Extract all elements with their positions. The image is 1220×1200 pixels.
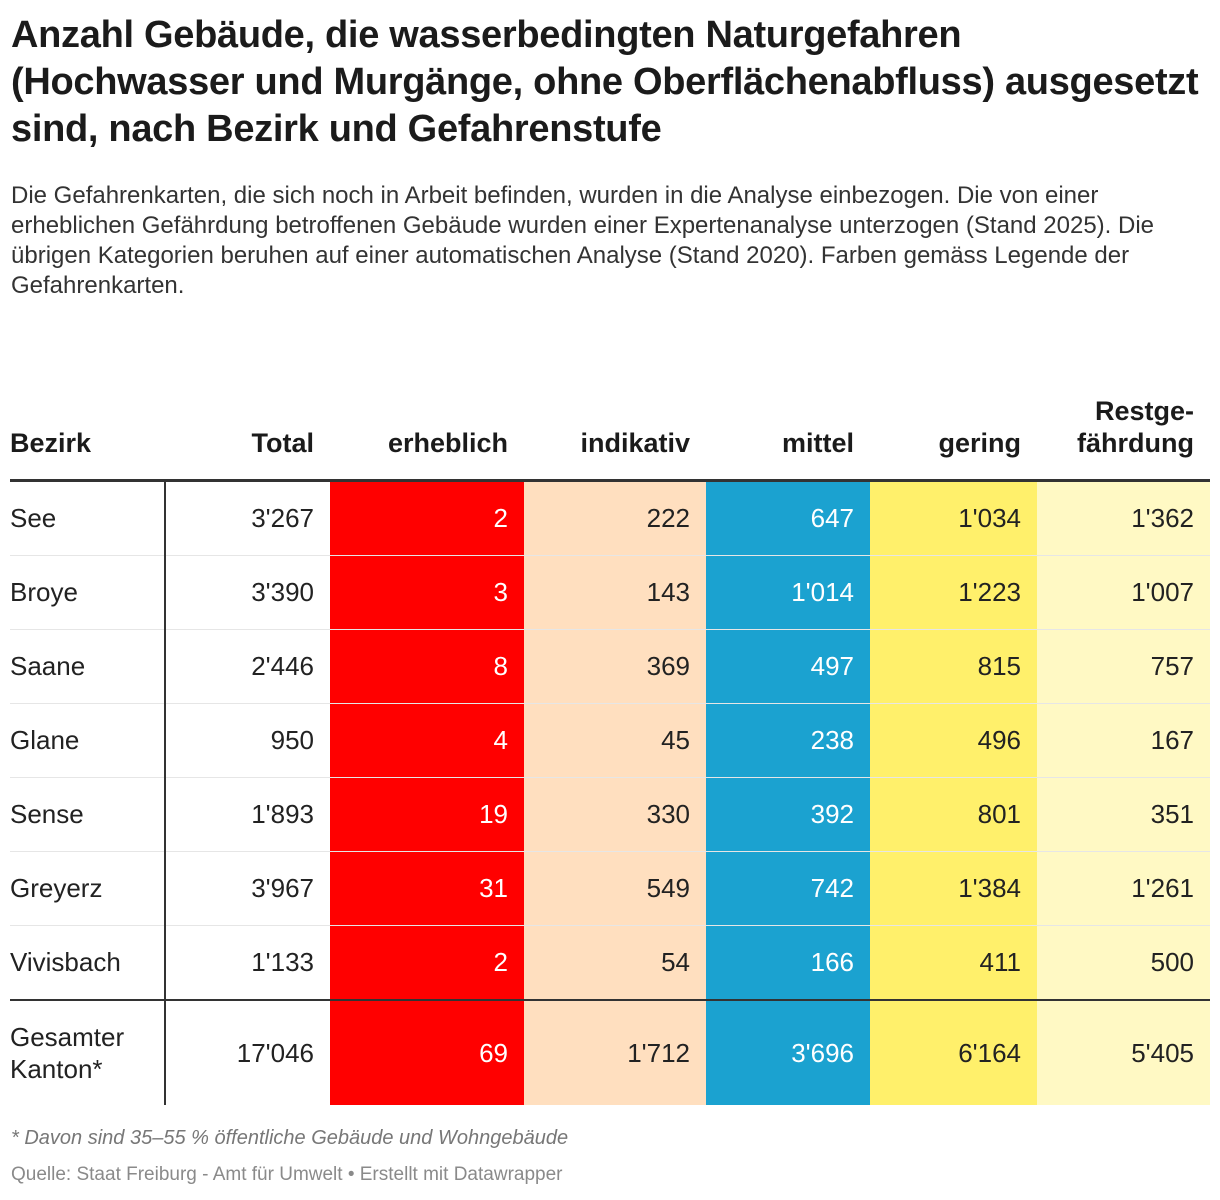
- cell-erheblich: 31: [330, 851, 524, 926]
- cell-bezirk: Glane: [10, 703, 166, 778]
- cell-restgefaehrdung: 5'405: [1037, 1000, 1210, 1105]
- cell-gering: 1'384: [870, 851, 1037, 926]
- cell-gering: 6'164: [870, 1000, 1037, 1105]
- cell-erheblich: 2: [330, 480, 524, 556]
- column-header-erheblich[interactable]: erheblich: [387, 428, 508, 458]
- column-header-mittel[interactable]: mittel: [781, 428, 854, 458]
- column-header-total[interactable]: Total: [251, 428, 315, 458]
- cell-bezirk: Greyerz: [10, 851, 166, 926]
- cell-total: 1'133: [165, 925, 330, 1001]
- cell-indikativ: 45: [524, 703, 706, 778]
- cell-erheblich: 4: [330, 703, 524, 778]
- cell-gering: 496: [870, 703, 1037, 778]
- column-header-restgefaehrdung[interactable]: Restge- fährdung: [1037, 372, 1210, 481]
- cell-indikativ: 330: [524, 777, 706, 852]
- cell-gering: 815: [870, 629, 1037, 704]
- cell-total: 2'446: [165, 629, 330, 704]
- cell-indikativ: 549: [524, 851, 706, 926]
- cell-bezirk: Sense: [10, 777, 166, 852]
- table-row: Broye 3'390 3 143 1'014 1'223 1'007: [10, 555, 1210, 630]
- cell-mittel: 392: [706, 777, 870, 852]
- cell-mittel: 238: [706, 703, 870, 778]
- cell-bezirk: Saane: [10, 629, 166, 704]
- column-header-gering[interactable]: gering: [938, 428, 1021, 458]
- cell-total: 3'967: [165, 851, 330, 926]
- cell-restgefaehrdung: 1'362: [1037, 480, 1210, 556]
- cell-gering: 1'223: [870, 555, 1037, 630]
- cell-erheblich: 2: [330, 925, 524, 1001]
- cell-gering: 411: [870, 925, 1037, 1001]
- cell-total: 3'390: [165, 555, 330, 630]
- cell-total: 3'267: [165, 480, 330, 556]
- table-row: Glane 950 4 45 238 496 167: [10, 703, 1210, 778]
- chart-subtitle: Die Gefahrenkarten, die sich noch in Arb…: [11, 182, 1155, 299]
- chart-title: Anzahl Gebäude, die wasserbedingten Natu…: [11, 14, 1199, 150]
- cell-indikativ: 1'712: [524, 1000, 706, 1105]
- table-row: Saane 2'446 8 369 497 815 757: [10, 629, 1210, 704]
- cell-bezirk: Gesamter Kanton*: [10, 1000, 166, 1105]
- table-row: Sense 1'893 19 330 392 801 351: [10, 777, 1210, 852]
- table-row: See 3'267 2 222 647 1'034 1'362: [10, 480, 1210, 556]
- table-header-row: Bezirk Total erheblich indikativ mittel …: [10, 372, 1210, 481]
- cell-erheblich: 8: [330, 629, 524, 704]
- cell-restgefaehrdung: 500: [1037, 925, 1210, 1001]
- cell-total: 1'893: [165, 777, 330, 852]
- cell-total: 950: [165, 703, 330, 778]
- cell-restgefaehrdung: 757: [1037, 629, 1210, 704]
- table-row: Greyerz 3'967 31 549 742 1'384 1'261: [10, 851, 1210, 926]
- cell-indikativ: 369: [524, 629, 706, 704]
- cell-gering: 1'034: [870, 480, 1037, 556]
- source-credit: Quelle: Staat Freiburg - Amt für Umwelt …: [11, 1164, 563, 1185]
- data-table: Bezirk Total erheblich indikativ mittel …: [10, 372, 1210, 1105]
- cell-restgefaehrdung: 351: [1037, 777, 1210, 852]
- cell-restgefaehrdung: 1'007: [1037, 555, 1210, 630]
- cell-mittel: 647: [706, 480, 870, 556]
- cell-mittel: 1'014: [706, 555, 870, 630]
- table-row: Vivisbach 1'133 2 54 166 411 500: [10, 925, 1210, 1001]
- cell-mittel: 166: [706, 925, 870, 1001]
- cell-bezirk: See: [10, 480, 166, 556]
- cell-bezirk: Vivisbach: [10, 925, 166, 1001]
- cell-indikativ: 54: [524, 925, 706, 1001]
- cell-bezirk: Broye: [10, 555, 166, 630]
- cell-total: 17'046: [236, 1038, 314, 1068]
- table-row: Gesamter Kanton* 17'046 69 1'712 3'696 6'164 5…: [10, 1000, 1210, 1105]
- column-header-bezirk[interactable]: Bezirk: [10, 428, 92, 458]
- column-header-restgefaehrdung-label: Restge- fährdung: [1077, 396, 1194, 458]
- cell-restgefaehrdung: 167: [1037, 703, 1210, 778]
- cell-erheblich: 19: [330, 777, 524, 852]
- cell-erheblich: 69: [330, 1000, 524, 1105]
- cell-mittel: 497: [706, 629, 870, 704]
- cell-indikativ: 222: [524, 480, 706, 556]
- cell-indikativ: 143: [524, 555, 706, 630]
- cell-restgefaehrdung: 1'261: [1037, 851, 1210, 926]
- column-header-indikativ[interactable]: indikativ: [580, 428, 690, 458]
- footnote: * Davon sind 35–55 % öffentliche Gebäude…: [11, 1127, 569, 1149]
- cell-erheblich: 3: [330, 555, 524, 630]
- cell-mittel: 3'696: [706, 1000, 870, 1105]
- cell-mittel: 742: [706, 851, 870, 926]
- cell-gering: 801: [870, 777, 1037, 852]
